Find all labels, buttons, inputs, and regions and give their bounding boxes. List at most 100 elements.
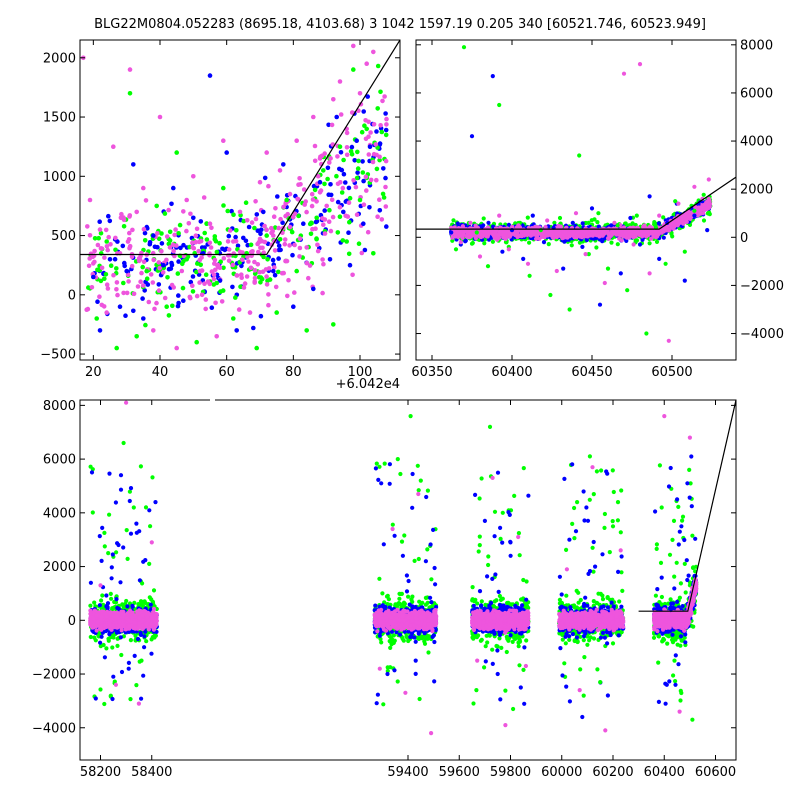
zoom-green-point [194,269,199,275]
zoom-pink-point [378,123,383,128]
zoom-pink-point [152,306,157,312]
zoom-pink-point [321,222,326,227]
zoom-green-point [154,203,159,209]
full-green-point [150,599,155,604]
zoom-green-point [322,181,327,187]
zoom-blue-point [156,282,162,287]
full-green-point [104,646,109,651]
full-blue-point [115,605,120,611]
full-blue-point [137,578,142,583]
zoom-pink-point [174,243,179,248]
zoom-pink-point [266,292,271,297]
zoom-green-point [377,157,382,163]
zoom-blue-point [115,239,120,244]
zoom-green-point [261,254,266,260]
zoom-green-point [175,271,181,276]
zoom-blue-point [91,274,96,280]
zoom-blue-point [246,224,252,230]
zoom-pink-point [214,334,219,339]
recent-green-point [450,238,455,243]
full-pink-point [124,616,129,621]
zoom-pink-point [221,138,226,143]
zoom-blue-point [117,304,123,310]
zoom-green-point [204,237,210,242]
recent-pink-point [705,199,710,204]
zoom-green-point [243,200,249,205]
zoom-pink-point [213,300,218,306]
zoom-green-point [164,304,169,310]
zoom-green-point [104,239,109,244]
recent-pink-point [583,252,588,257]
zoom-blue-point [175,303,181,309]
zoom-green-point [98,230,104,236]
zoom-blue-point [361,178,366,184]
zoom-blue-point [328,182,333,187]
zoom-pink-point [301,187,307,192]
full-blue-point [132,653,137,659]
zoom-blue-point [171,185,176,191]
zoom-pink-point [190,283,195,289]
full-pink-point [119,611,124,616]
zoom-pink-point [371,49,376,55]
zoom-blue-point [123,313,128,319]
recent-pink-point [506,247,511,252]
zoom-green-point [284,197,290,203]
zoom-pink-point [85,224,90,229]
zoom-panel-frame [79,39,401,361]
zoom-pink-point [382,94,387,99]
zoom-ytick-label: 0 [68,288,76,303]
recent-blue-point [705,228,710,233]
zoom-pink-point [127,67,133,72]
zoom-pink-point [383,184,388,190]
zoom-blue-point [209,305,215,311]
zoom-green-point [98,278,104,284]
recent-blue-point [682,278,687,283]
full-blue-point [114,597,119,602]
zoom-green-point [331,322,336,327]
full-blue-point [98,640,103,645]
zoom-blue-point [280,220,285,225]
recent-pink-point [602,280,607,286]
zoom-blue-point [341,171,347,177]
zoom-pink-point [211,276,217,282]
recent-pink-point [631,242,636,247]
zoom-blue-point [169,201,174,207]
recent-blue-point [637,242,643,247]
recent-pink-point [554,231,559,236]
zoom-pink-point [103,227,109,233]
zoom-pink-point [108,242,113,247]
zoom-pink-point [113,235,118,241]
recent-green-point [652,220,657,225]
zoom-pink-point [209,225,214,231]
zoom-pink-point [258,245,263,251]
zoom-pink-point [179,268,185,274]
zoom-green-point [347,219,352,225]
full-blue-point [130,629,135,634]
zoom-pink-point [361,202,367,207]
zoom-pink-point [365,229,371,235]
zoom-green-point [355,149,360,155]
zoom-xtick-label: 20 [85,365,102,380]
zoom-blue-point [191,215,196,221]
recent-pink-point [497,229,502,234]
full-green-point [128,638,133,643]
recent-blue-point [596,224,601,229]
zoom-blue-point [354,138,360,143]
full-green-point [138,599,144,604]
full-blue-point [89,470,95,475]
zoom-pink-point [373,142,379,147]
zoom-blue-point [383,111,388,116]
zoom-blue-point [190,274,196,279]
zoom-pink-point [219,299,225,304]
zoom-pink-point [236,307,242,312]
zoom-green-point [143,322,148,328]
recent-pink-point [534,236,539,241]
zoom-blue-point [352,158,358,163]
zoom-pink-point [130,227,135,233]
zoom-blue-point [176,259,181,264]
recent-model-line [416,176,736,230]
recent-pink-point [681,221,686,226]
recent-pink-point [684,218,689,223]
zoom-pink-point [95,242,101,248]
zoom-green-point [276,269,281,275]
